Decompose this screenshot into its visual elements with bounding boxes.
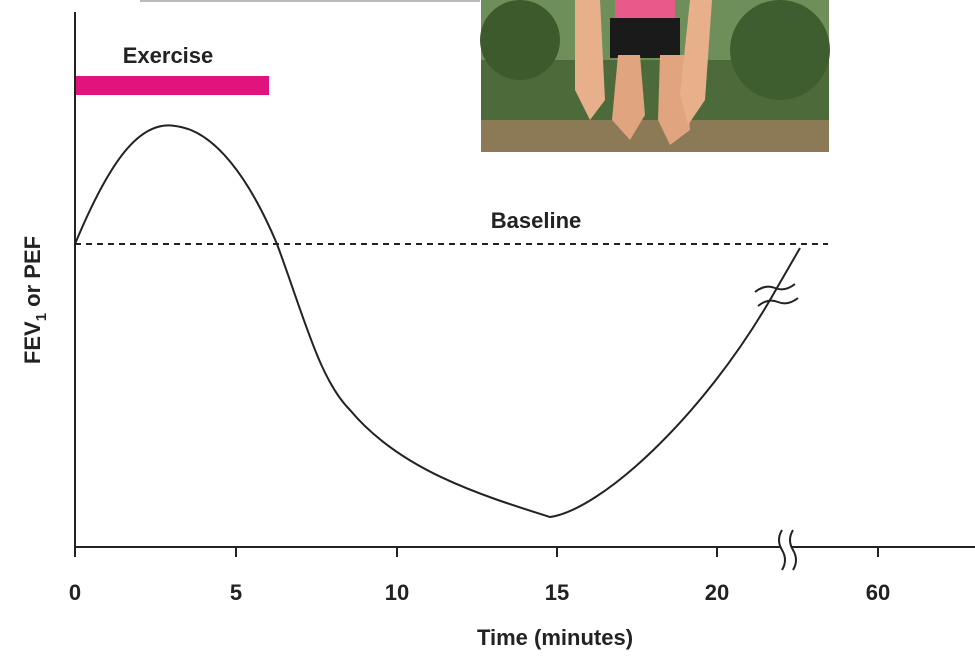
exercise-bar xyxy=(76,76,269,95)
axis-break xyxy=(779,530,796,570)
y-title-main: FEV xyxy=(20,321,45,364)
baseline-label: Baseline xyxy=(491,208,582,233)
x-tick-labels: 0 5 10 15 20 60 xyxy=(69,580,890,605)
x-tick-label: 0 xyxy=(69,580,81,605)
x-tick-label: 15 xyxy=(545,580,569,605)
x-tick-label: 10 xyxy=(385,580,409,605)
x-tick-label: 60 xyxy=(866,580,890,605)
photo xyxy=(480,0,830,152)
x-tick-label: 5 xyxy=(230,580,242,605)
y-title-rest: or PEF xyxy=(20,236,45,313)
x-axis-title: Time (minutes) xyxy=(477,625,633,650)
x-ticks xyxy=(75,547,878,557)
y-axis-title: FEV1 or PEF xyxy=(20,236,50,364)
exercise-label: Exercise xyxy=(123,43,214,68)
x-tick-label: 20 xyxy=(705,580,729,605)
page: Exercise Baseline Time (minutes) 0 5 10 … xyxy=(0,0,975,654)
diagram: Exercise Baseline Time (minutes) 0 5 10 … xyxy=(0,0,975,654)
y-title-subscript: 1 xyxy=(33,313,50,321)
response-curve xyxy=(75,125,800,517)
